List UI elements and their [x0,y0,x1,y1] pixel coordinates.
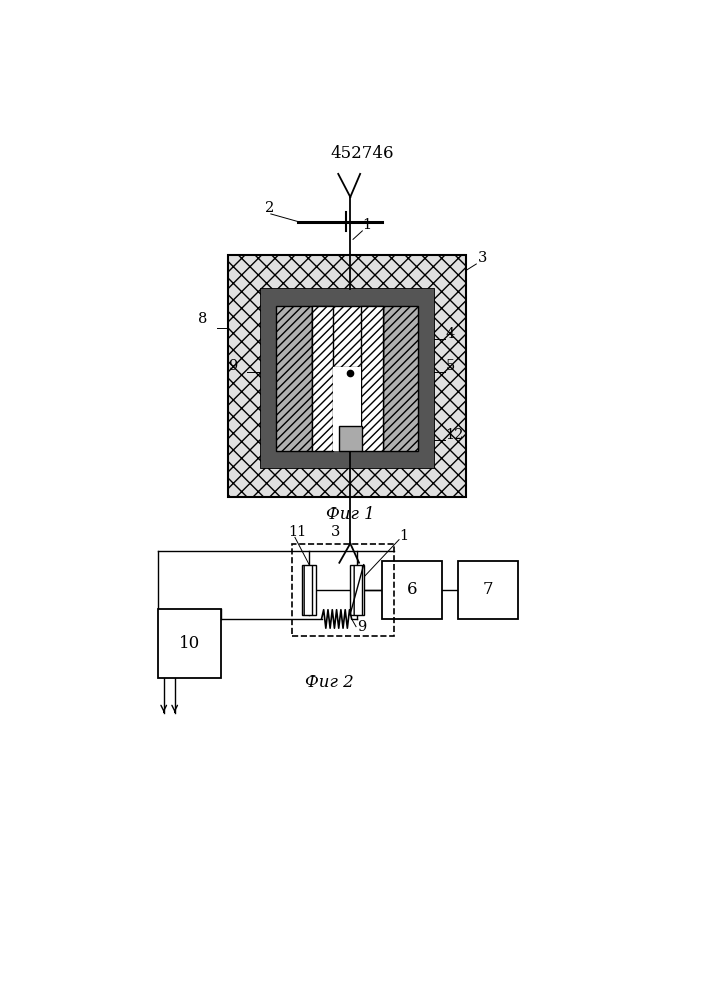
Text: 10: 10 [179,635,200,652]
Bar [339,426,362,451]
Text: 12: 12 [445,428,464,442]
Bar [276,306,312,451]
Bar [382,306,419,451]
Bar [158,609,221,678]
Bar [261,289,433,306]
Bar [419,289,433,468]
Text: 3: 3 [331,525,340,539]
Bar [292,544,394,636]
Bar [303,565,316,615]
Bar [261,289,433,468]
Text: 2: 2 [265,201,274,215]
Bar [228,255,467,497]
Text: 9: 9 [228,359,238,373]
Bar [261,289,276,468]
Text: 3: 3 [477,251,487,265]
Text: 7: 7 [483,581,493,598]
Text: Фиг 2: Фиг 2 [305,674,354,691]
Text: 5: 5 [445,359,455,373]
Text: 11: 11 [288,525,306,539]
Bar [382,561,442,619]
Text: 8: 8 [198,312,207,326]
Bar [333,367,361,451]
Text: 452746: 452746 [331,145,394,162]
Bar [361,306,382,451]
Text: 9: 9 [357,620,366,634]
Text: Фиг 1: Фиг 1 [326,506,375,523]
Text: 1: 1 [363,218,371,232]
Text: 4: 4 [445,327,455,341]
Bar [261,451,433,468]
Bar [350,565,363,615]
Text: 1: 1 [399,529,408,543]
Text: 6: 6 [407,581,417,598]
Bar [312,306,382,367]
Bar [312,306,333,451]
Bar [458,561,518,619]
